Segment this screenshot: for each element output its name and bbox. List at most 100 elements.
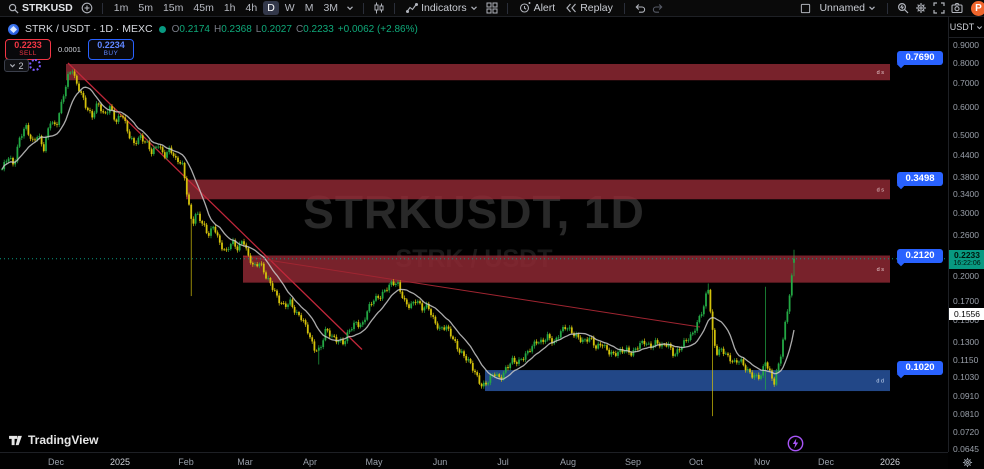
price-tick: 0.0910 [953, 391, 979, 402]
toolbar-separator [623, 2, 625, 14]
price-tick: 0.2600 [953, 230, 979, 241]
settings-button[interactable] [913, 1, 929, 15]
interval-45m[interactable]: 45m [193, 2, 214, 14]
price-tick: 0.1150 [953, 355, 979, 366]
indicator-loading-icon[interactable] [29, 59, 41, 71]
zone-label: d s [877, 70, 885, 76]
fullscreen-button[interactable] [931, 1, 947, 15]
time-tick-2025: 2025 [109, 457, 131, 467]
time-tick-Apr: Apr [302, 457, 318, 467]
price-axis[interactable]: USDT 0.9000 0.8000 0.7000 0.6000 0.5000 0.440… [948, 17, 984, 455]
tradingview-logo[interactable]: TradingView [8, 433, 98, 447]
legend-collapse-button[interactable]: 2 [4, 59, 29, 72]
time-tick-Feb: Feb [178, 457, 194, 467]
search-icon [8, 3, 19, 14]
indicators-icon [406, 2, 419, 14]
alert-button[interactable]: Alert [515, 1, 560, 15]
layout-name: Unnamed [819, 2, 865, 14]
price-callout-badge[interactable]: 0.1020 [897, 360, 943, 375]
replay-label: Replay [580, 2, 613, 14]
buy-price: 0.2234 [97, 40, 125, 51]
chart-style-button[interactable] [371, 1, 387, 15]
layout-grid-button[interactable] [484, 1, 500, 15]
indicators-label: Indicators [421, 2, 467, 14]
interval-D[interactable]: D [263, 1, 279, 15]
tradingview-mark-icon [8, 435, 23, 446]
demand-zone[interactable] [485, 370, 890, 392]
time-tick-Oct: Oct [688, 457, 704, 467]
time-tick-Sep: Sep [624, 457, 642, 467]
price-tick: 0.3800 [953, 172, 979, 183]
sell-price: 0.2233 [14, 40, 42, 51]
axis-currency-button[interactable]: USDT [949, 17, 984, 38]
price-callout-badge[interactable]: 0.2120 [897, 248, 943, 263]
layout-name-button[interactable]: Unnamed [815, 1, 880, 15]
chevron-down-icon [868, 4, 876, 12]
chevron-down-icon [346, 4, 354, 12]
axis-currency: USDT [949, 22, 975, 32]
time-tick-Mar: Mar [237, 457, 253, 467]
interval-15m[interactable]: 15m [162, 2, 184, 14]
replay-button[interactable]: Replay [561, 1, 617, 15]
buy-button[interactable]: 0.2234 BUY [87, 39, 134, 60]
time-tick-2026: 2026 [879, 457, 901, 467]
compare-add-symbol-button[interactable] [79, 1, 95, 15]
interval-menu-button[interactable] [344, 3, 356, 13]
gear-icon [915, 2, 927, 14]
publish-avatar[interactable]: P [971, 0, 984, 16]
redo-button[interactable] [650, 1, 666, 15]
plus-circle-icon [81, 2, 93, 14]
low-value: 0.2027 [261, 23, 292, 35]
exchange-logo-icon [8, 23, 19, 35]
alert-label: Alert [533, 2, 556, 14]
redo-icon [652, 2, 664, 14]
interval-1h[interactable]: 1h [223, 2, 236, 14]
axis-settings-gear-icon[interactable] [962, 457, 973, 468]
chart-legend[interactable]: STRK / USDT · 1D · MEXC O0.2174 H0.2368 … [8, 23, 418, 35]
bar-countdown: 16:22:06 [953, 260, 981, 268]
price-tick: 0.1030 [953, 372, 979, 383]
time-axis[interactable]: Dec 2025 Feb Mar Apr May Jun Jul Aug Sep Oct Nov Dec… [0, 452, 948, 469]
price-tick: 0.9000 [953, 39, 979, 50]
chevron-down-icon [976, 24, 983, 31]
quick-action-lightning-button[interactable] [787, 435, 804, 452]
camera-icon [951, 2, 963, 14]
screenshot-button[interactable] [949, 1, 965, 15]
interval-5m[interactable]: 5m [138, 2, 153, 14]
square-layout-icon [800, 3, 811, 14]
price-tick: 0.4400 [953, 149, 979, 160]
chevron-down-icon [470, 4, 478, 12]
time-tick-Dec: Dec [817, 457, 835, 467]
price-tick: 0.3000 [953, 208, 979, 219]
price-tick: 0.0645 [953, 444, 979, 455]
interval-3M[interactable]: 3M [323, 2, 339, 14]
symbol-search-button[interactable]: STRKUSD [4, 1, 77, 15]
price-tick: 0.8000 [953, 58, 979, 69]
undo-button[interactable] [632, 1, 648, 15]
interval-group: 1m 5m 15m 45m 1h 4h D W M 3M [110, 1, 342, 15]
price-callout-badge[interactable]: 0.7690 [897, 51, 943, 66]
watermark-subtitle: STRK / USDT [395, 245, 553, 273]
replay-rewind-icon [565, 2, 577, 14]
legend-title: STRK / USDT · 1D · MEXC [25, 23, 153, 35]
fullscreen-icon [933, 2, 945, 14]
spread-value: 0.0001 [56, 44, 83, 55]
layout-select-button[interactable] [798, 2, 813, 15]
quick-search-button[interactable] [895, 1, 911, 15]
interval-M[interactable]: M [304, 2, 314, 14]
time-tick-May: May [365, 457, 383, 467]
interval-4h[interactable]: 4h [245, 2, 258, 14]
indicators-button[interactable]: Indicators [402, 1, 482, 15]
tradingview-logo-text: TradingView [28, 433, 99, 447]
price-callout-badge[interactable]: 0.3498 [897, 171, 943, 186]
interval-1m[interactable]: 1m [113, 2, 129, 14]
high-value: 0.2368 [221, 23, 252, 35]
current-price: 0.2233 [954, 249, 980, 260]
supply-zone[interactable] [66, 63, 890, 81]
price-tick: 0.3400 [953, 189, 979, 200]
sell-button[interactable]: 0.2233 SELL [5, 39, 51, 60]
interval-W[interactable]: W [284, 2, 295, 14]
watermark-title: STRKUSDT, 1D [303, 186, 645, 238]
sell-label: SELL [19, 50, 37, 58]
grid-layout-icon [486, 2, 498, 14]
